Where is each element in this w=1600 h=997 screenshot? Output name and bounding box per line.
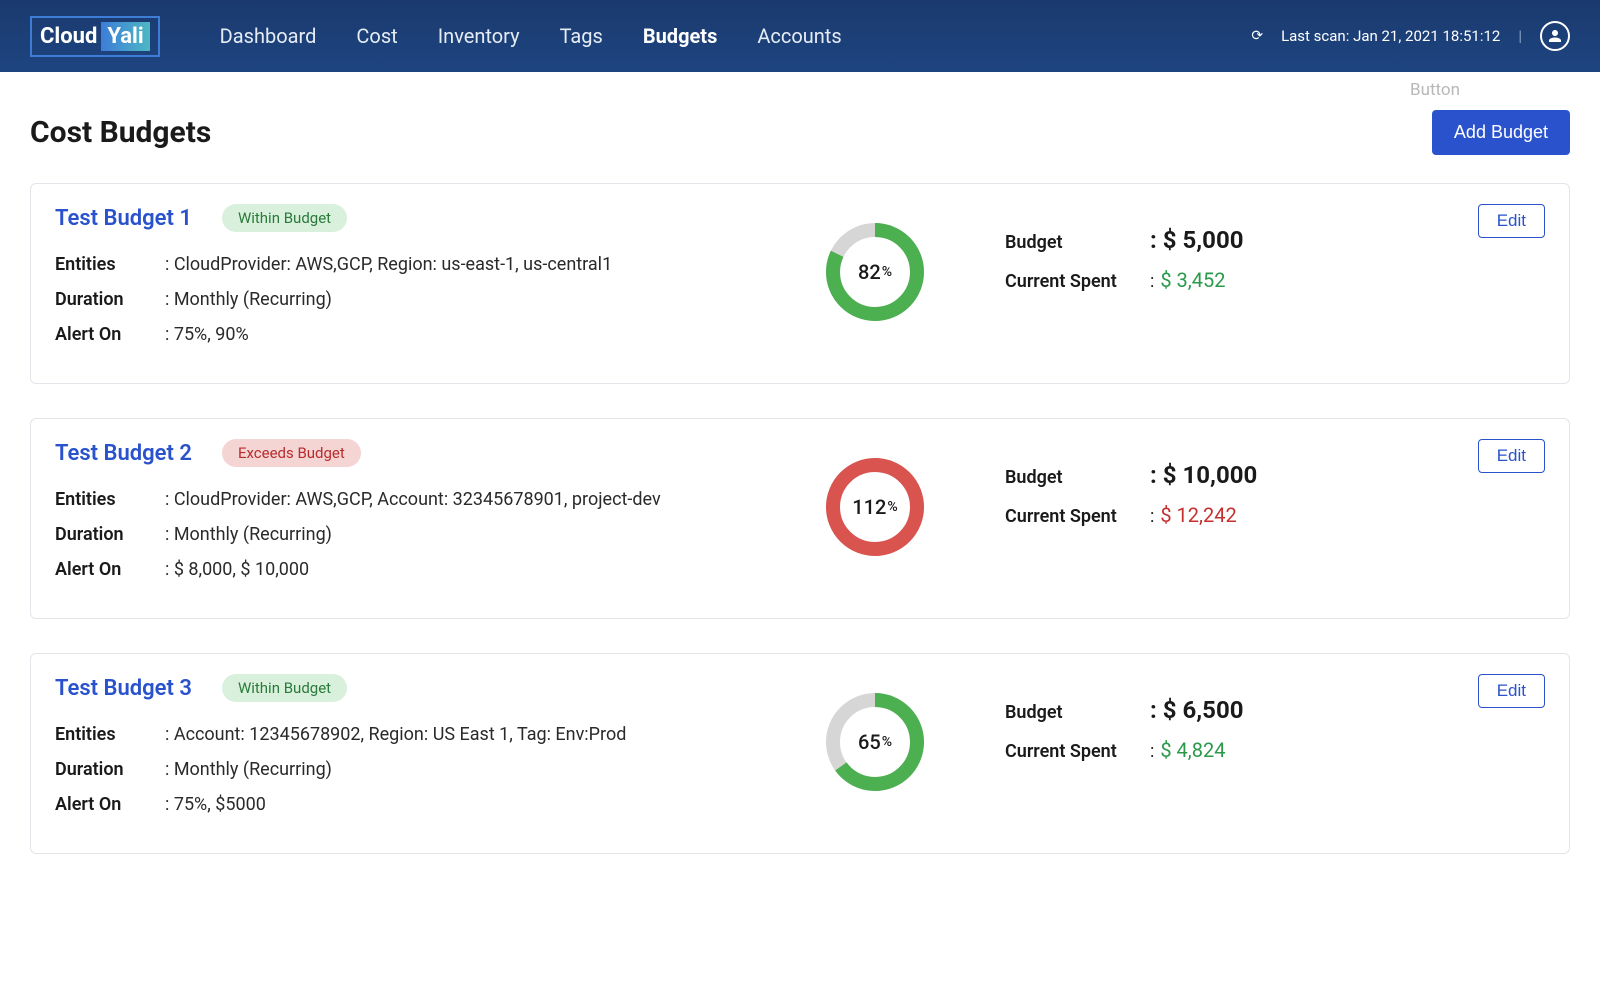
budget-name[interactable]: Test Budget 3: [55, 676, 192, 701]
card-actions: Edit: [1465, 439, 1545, 473]
usage-donut: 112%: [775, 439, 975, 557]
donut-percent: 65%: [825, 692, 925, 792]
page-head: Cost Budgets Add Budget: [30, 110, 1570, 155]
nav-item-dashboard[interactable]: Dashboard: [220, 24, 317, 48]
current-spent-value: :$ 4,824: [1150, 738, 1225, 762]
entities-value: : Account: 12345678902, Region: US East …: [165, 724, 626, 745]
budget-amount: :$ 6,500: [1150, 696, 1243, 724]
duration-value: : Monthly (Recurring): [165, 289, 332, 310]
entities-label: Entities: [55, 724, 165, 745]
card-left: Test Budget 1 Within Budget Entities : C…: [55, 204, 775, 359]
alert-on-value: : 75%, $5000: [165, 794, 266, 815]
duration-label: Duration: [55, 289, 165, 310]
logo-text-left: Cloud: [40, 24, 97, 49]
entities-value: : CloudProvider: AWS,GCP, Account: 32345…: [165, 489, 661, 510]
add-budget-button[interactable]: Add Budget: [1432, 110, 1570, 155]
usage-donut: 65%: [775, 674, 975, 792]
user-avatar-icon[interactable]: [1540, 21, 1570, 51]
alert-on-value: : 75%, 90%: [165, 324, 249, 345]
card-right: Budget :$ 6,500 Current Spent :$ 4,824: [975, 674, 1465, 776]
alert-on-label: Alert On: [55, 324, 165, 345]
card-actions: Edit: [1465, 674, 1545, 708]
donut-percent: 112%: [825, 457, 925, 557]
entities-value: : CloudProvider: AWS,GCP, Region: us-eas…: [165, 254, 612, 275]
nav-item-inventory[interactable]: Inventory: [438, 24, 520, 48]
main-nav: Dashboard Cost Inventory Tags Budgets Account…: [220, 24, 842, 48]
entities-label: Entities: [55, 254, 165, 275]
last-scan-text: Last scan: Jan 21, 2021 18:51:12: [1281, 27, 1500, 45]
card-left: Test Budget 3 Within Budget Entities : A…: [55, 674, 775, 829]
nav-item-budgets[interactable]: Budgets: [643, 24, 718, 48]
edit-button[interactable]: Edit: [1478, 204, 1545, 238]
current-spent-label: Current Spent: [1005, 271, 1150, 292]
current-spent-label: Current Spent: [1005, 741, 1150, 762]
card-right: Budget :$ 5,000 Current Spent :$ 3,452: [975, 204, 1465, 306]
duration-value: : Monthly (Recurring): [165, 759, 332, 780]
divider: |: [1518, 27, 1522, 45]
alert-on-label: Alert On: [55, 559, 165, 580]
budget-list: Test Budget 1 Within Budget Entities : C…: [30, 183, 1570, 854]
card-actions: Edit: [1465, 204, 1545, 238]
budget-name[interactable]: Test Budget 1: [55, 206, 192, 231]
budget-amount: :$ 10,000: [1150, 461, 1257, 489]
current-spent-value: :$ 3,452: [1150, 268, 1225, 292]
budget-card: Test Budget 2 Exceeds Budget Entities : …: [30, 418, 1570, 619]
status-badge: Exceeds Budget: [222, 439, 361, 467]
nav-item-tags[interactable]: Tags: [560, 24, 603, 48]
duration-label: Duration: [55, 524, 165, 545]
donut-percent: 82%: [825, 222, 925, 322]
main-content: Cost Budgets Add Budget Test Budget 1 Wi…: [0, 72, 1600, 928]
budget-label: Budget: [1005, 232, 1150, 253]
entities-label: Entities: [55, 489, 165, 510]
budget-card: Test Budget 3 Within Budget Entities : A…: [30, 653, 1570, 854]
page-title: Cost Budgets: [30, 115, 211, 150]
budget-label: Budget: [1005, 702, 1150, 723]
header-right: ⟳ Last scan: Jan 21, 2021 18:51:12 |: [1251, 21, 1570, 51]
current-spent-label: Current Spent: [1005, 506, 1150, 527]
usage-donut: 82%: [775, 204, 975, 322]
current-spent-value: :$ 12,242: [1150, 503, 1237, 527]
duration-value: : Monthly (Recurring): [165, 524, 332, 545]
ghost-button-label: Button: [1410, 80, 1460, 100]
logo[interactable]: Cloud Yali: [30, 16, 160, 57]
card-right: Budget :$ 10,000 Current Spent :$ 12,242: [975, 439, 1465, 541]
alert-on-value: : $ 8,000, $ 10,000: [165, 559, 309, 580]
budget-label: Budget: [1005, 467, 1150, 488]
app-header: Cloud Yali Dashboard Cost Inventory Tags Bud…: [0, 0, 1600, 72]
logo-text-right: Yali: [101, 22, 149, 51]
budget-amount: :$ 5,000: [1150, 226, 1243, 254]
status-badge: Within Budget: [222, 204, 347, 232]
card-left: Test Budget 2 Exceeds Budget Entities : …: [55, 439, 775, 594]
nav-item-accounts[interactable]: Accounts: [757, 24, 841, 48]
nav-item-cost[interactable]: Cost: [356, 24, 397, 48]
duration-label: Duration: [55, 759, 165, 780]
status-badge: Within Budget: [222, 674, 347, 702]
edit-button[interactable]: Edit: [1478, 674, 1545, 708]
refresh-icon[interactable]: ⟳: [1251, 28, 1263, 44]
edit-button[interactable]: Edit: [1478, 439, 1545, 473]
alert-on-label: Alert On: [55, 794, 165, 815]
budget-name[interactable]: Test Budget 2: [55, 441, 192, 466]
budget-card: Test Budget 1 Within Budget Entities : C…: [30, 183, 1570, 384]
